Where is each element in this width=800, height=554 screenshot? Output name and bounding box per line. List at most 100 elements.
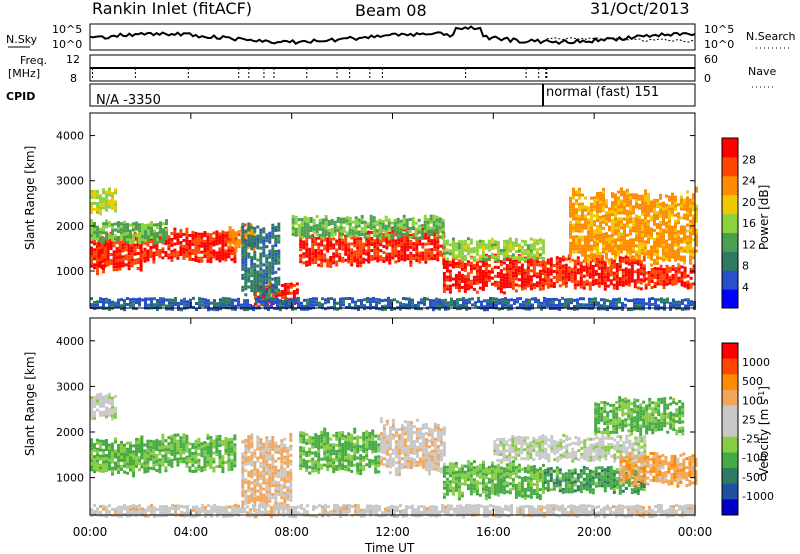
power-cell [567, 278, 571, 282]
power-cell [478, 265, 482, 269]
power-cell [445, 239, 449, 243]
velocity-cell [302, 452, 306, 456]
power-cell [677, 245, 680, 249]
power-cell [569, 226, 572, 230]
power-cell [558, 269, 562, 273]
power-cell [429, 299, 432, 302]
velocity-cell [138, 450, 141, 454]
power-cell [496, 243, 500, 247]
power-cell [354, 303, 357, 307]
power-cell [93, 251, 96, 255]
power-cell [492, 297, 495, 301]
velocity-cell [164, 445, 168, 449]
power-cell [326, 264, 330, 268]
power-cell [523, 240, 527, 244]
power-cell [306, 232, 310, 236]
velocity-cell [289, 486, 293, 490]
velocity-cell [299, 437, 303, 441]
power-cell [677, 236, 680, 240]
power-cell [532, 262, 536, 266]
power-band-13 [90, 187, 117, 216]
power-cell [627, 262, 631, 266]
velocity-cell [268, 457, 272, 461]
power-cell [620, 199, 623, 203]
power-cell [532, 265, 536, 269]
power-cell [100, 257, 104, 261]
power-cell [692, 256, 695, 260]
power-cell [308, 253, 312, 257]
power-cell [581, 211, 584, 215]
power-cell [633, 270, 637, 274]
power-colorbar-tick: 28 [742, 153, 756, 166]
power-cell [569, 202, 572, 206]
velocity-cell [90, 462, 93, 466]
power-cell [602, 220, 605, 224]
power-cell [668, 234, 671, 238]
power-band-16 [90, 296, 696, 312]
power-cell [561, 264, 565, 268]
velocity-cell [268, 448, 272, 452]
power-cell [626, 212, 629, 216]
power-cell [282, 305, 285, 309]
power-cell [489, 300, 492, 303]
power-cell [457, 262, 461, 266]
power-cell [363, 229, 367, 233]
power-cell [617, 232, 620, 236]
velocity-cell [90, 456, 93, 460]
power-cell [306, 217, 310, 221]
velocity-cell [158, 452, 162, 456]
velocity-cell [244, 444, 248, 448]
power-cell [581, 193, 584, 197]
power-cell [665, 273, 669, 277]
power-cell [256, 304, 260, 308]
power-cell [170, 231, 174, 235]
power-cell [271, 232, 275, 236]
power-cell [579, 279, 583, 283]
power-cell [523, 259, 527, 263]
power-cell [241, 258, 245, 262]
velocity-cell [250, 460, 254, 464]
power-cell [487, 273, 491, 276]
power-cell [103, 255, 107, 259]
power-cell [173, 254, 177, 258]
velocity-cell [274, 492, 278, 496]
power-cell [442, 251, 446, 255]
power-cell [274, 240, 278, 244]
power-cell [297, 233, 301, 237]
power-cell [415, 250, 419, 253]
power-cell [621, 268, 625, 272]
power-cell [289, 285, 293, 289]
power-cell [221, 248, 225, 252]
velocity-cell [93, 446, 96, 450]
power-cell [558, 305, 561, 308]
velocity-cell [194, 442, 198, 446]
power-cell [639, 307, 642, 311]
power-cell [618, 300, 621, 304]
power-cell [350, 248, 354, 252]
power-cell [420, 307, 423, 311]
velocity-band-0 [90, 437, 141, 478]
velocity-cell [277, 481, 281, 485]
velocity-cell [200, 454, 204, 458]
velocity-cell [197, 437, 201, 441]
power-cell [323, 247, 327, 251]
velocity-cell [259, 483, 263, 486]
power-cell [484, 280, 488, 284]
velocity-cell [99, 392, 102, 396]
power-cell [517, 246, 521, 250]
power-cell [587, 209, 590, 213]
power-cell [356, 258, 360, 262]
velocity-cell [164, 451, 168, 455]
power-cell [189, 298, 192, 302]
power-cell [465, 307, 468, 311]
power-cell [451, 277, 455, 281]
power-cell [117, 239, 120, 242]
power-cell [385, 252, 389, 256]
velocity-cell [120, 440, 123, 444]
power-cell [573, 304, 576, 308]
power-cell [584, 253, 587, 257]
power-cell [591, 270, 595, 274]
power-cell [399, 228, 403, 232]
power-cell [402, 223, 406, 227]
